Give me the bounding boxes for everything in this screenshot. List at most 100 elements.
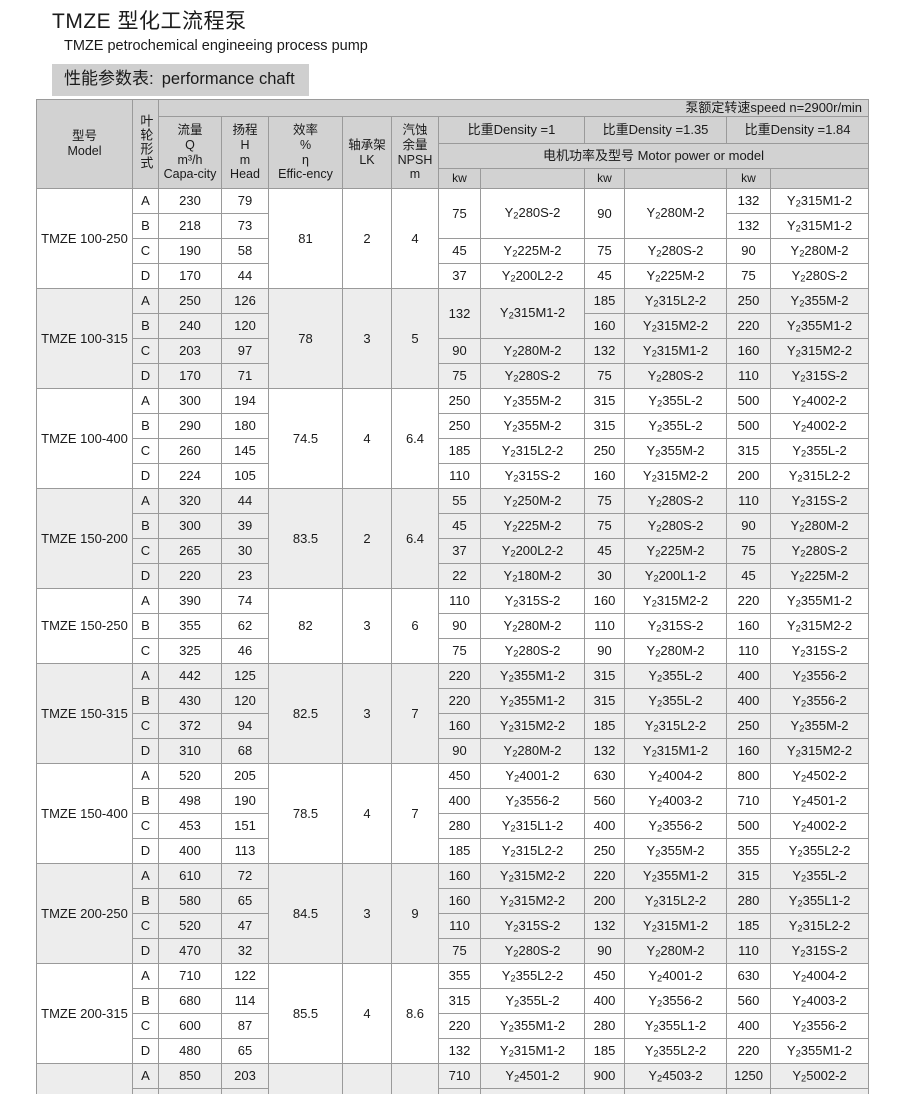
table-row: B 430 120 220 Y2355M1-2 315 Y2355L-2 400 Y23556-… [37, 688, 870, 714]
cell-motor-density184: Y2315S-2 [769, 938, 870, 964]
header-model-d135 [624, 168, 727, 189]
cell-motor-density135: Y24501-2 [624, 1088, 727, 1094]
cell-capacity: 442 [158, 663, 222, 689]
cell-motor-density135: Y24503-2 [624, 1063, 727, 1089]
cell-kw-density135: 630 [584, 763, 625, 789]
cell-kw-density1: 220 [438, 663, 481, 689]
cell-motor-density1: Y2315M1-2 [480, 288, 585, 339]
cell-bearing: 2 [342, 188, 392, 289]
cell-kw-density1: 45 [438, 238, 481, 264]
cell-head: 151 [221, 813, 269, 839]
header-speed-banner: 泵额定转速speed n=2900r/min [157, 99, 870, 117]
cell-kw-density1: 45 [438, 513, 481, 539]
cell-capacity: 220 [158, 563, 222, 589]
cell-motor-density1: Y2355M-2 [480, 388, 585, 414]
cell-kw-density1: 110 [438, 913, 481, 939]
cell-kw-density1: 220 [438, 1013, 481, 1039]
page-title-en: TMZE petrochemical engineeing process pu… [64, 38, 368, 55]
cell-efficiency: 83.5 [268, 488, 343, 589]
cell-motor-density135: Y2355M-2 [624, 438, 727, 464]
cell-head: 150 [221, 1088, 269, 1094]
cell-kw-density1: 710 [438, 1063, 481, 1089]
table-row: B 240 120 160 Y2315M2-2 220 Y2355M1-2 [37, 313, 870, 339]
cell-motor-density1: Y2250M-2 [480, 488, 585, 514]
header-capacity: 流量 Q m³/h Capa-city [158, 116, 222, 189]
cell-impeller-letter: C [132, 638, 159, 664]
cell-capacity: 520 [158, 763, 222, 789]
cell-capacity: 325 [158, 638, 222, 664]
cell-motor-density135: Y2355L1-2 [624, 1013, 727, 1039]
cell-impeller-letter: C [132, 438, 159, 464]
cell-kw-density135: 45 [584, 538, 625, 564]
cell-impeller-letter: A [132, 588, 159, 614]
cell-kw-density1: 185 [438, 838, 481, 864]
cell-capacity: 224 [158, 463, 222, 489]
cell-head: 122 [221, 963, 269, 989]
cell-motor-density184: Y24002-2 [769, 413, 870, 439]
cell-head: 32 [221, 938, 269, 964]
cell-kw-density1: 160 [438, 888, 481, 914]
cell-head: 30 [221, 538, 269, 564]
cell-capacity: 600 [158, 1013, 222, 1039]
cell-capacity: 830 [158, 1088, 222, 1094]
cell-model: TMZE 200-400 [36, 1063, 133, 1094]
table-row: C 325 46 75 Y2280S-2 90 Y2280M-2 110 Y2315S-2 [37, 638, 870, 664]
cell-kw-density135: 280 [584, 1013, 625, 1039]
cell-motor-density184: Y2315M1-2 [769, 213, 870, 239]
cell-kw-density184: 132 [726, 188, 771, 214]
cell-kw-density135: 220 [584, 863, 625, 889]
cell-model: TMZE 200-315 [36, 963, 133, 1064]
cell-kw-density135: 75 [584, 488, 625, 514]
table-row: TMZE 100-400 A 300 194 74.5 4 6.4 250 Y2355M-2 31… [36, 388, 870, 489]
cell-head: 120 [221, 688, 269, 714]
cell-motor-density1: Y2280M-2 [480, 338, 585, 364]
cell-kw-density135: 160 [584, 463, 625, 489]
cell-motor-density184: Y24004-2 [769, 963, 870, 989]
cell-kw-density135: 132 [584, 913, 625, 939]
cell-motor-density135: Y2280M-2 [624, 938, 727, 964]
cell-motor-density1: Y23556-2 [480, 788, 585, 814]
cell-capacity: 300 [158, 513, 222, 539]
cell-motor-density184: Y2355M-2 [769, 713, 870, 739]
cell-motor-density135: Y2280M-2 [624, 638, 727, 664]
cell-kw-density184: 220 [726, 1038, 771, 1064]
cell-kw-density135: 315 [584, 663, 625, 689]
header-impeller-type: 叶轮形式 [132, 99, 159, 189]
cell-motor-density135: Y2315M2-2 [624, 588, 727, 614]
cell-npsh: 8.6 [391, 963, 439, 1064]
cell-motor-density1: Y2200L2-2 [480, 538, 585, 564]
cell-npsh: 4 [391, 188, 439, 289]
cell-kw-density1: 250 [438, 413, 481, 439]
cell-motor-density1: Y2315L1-2 [480, 813, 585, 839]
cell-head: 39 [221, 513, 269, 539]
cell-motor-density135: Y2355L2-2 [624, 1038, 727, 1064]
cell-bearing: 4 [342, 963, 392, 1064]
cell-motor-density135: Y2355M-2 [624, 838, 727, 864]
cell-npsh: 5 [391, 288, 439, 389]
table-row: D 400 113 185 Y2315L2-2 250 Y2355M-2 355 Y2355L2… [37, 838, 870, 864]
subtitle-bar: 性能参数表: performance chaft [52, 64, 309, 97]
cell-head: 113 [221, 838, 269, 864]
cell-kw-density184: 90 [726, 238, 771, 264]
cell-kw-density1: 280 [438, 813, 481, 839]
cell-kw-density1: 132 [438, 1038, 481, 1064]
cell-motor-density184: Y2315M2-2 [769, 338, 870, 364]
cell-kw-density1: 400 [438, 788, 481, 814]
cell-kw-density1: 90 [438, 338, 481, 364]
cell-motor-density135: Y2280M-2 [624, 188, 727, 239]
cell-model: TMZE 150-200 [36, 488, 133, 589]
cell-kw-density184: 75 [726, 538, 771, 564]
table-row: D 470 32 75 Y2280S-2 90 Y2280M-2 110 Y2315S-2 [37, 938, 870, 964]
cell-impeller-letter: A [132, 188, 159, 214]
cell-motor-density184: Y2315L2-2 [769, 463, 870, 489]
cell-capacity: 265 [158, 538, 222, 564]
cell-kw-density135: 710 [584, 1088, 625, 1094]
cell-kw-density184: 90 [726, 513, 771, 539]
cell-npsh: 7 [391, 763, 439, 864]
cell-motor-density184: Y2355L2-2 [769, 838, 870, 864]
cell-kw-density184: 315 [726, 438, 771, 464]
cell-kw-density184: 500 [726, 413, 771, 439]
cell-motor-density135: Y24003-2 [624, 788, 727, 814]
cell-kw-density135: 185 [584, 713, 625, 739]
